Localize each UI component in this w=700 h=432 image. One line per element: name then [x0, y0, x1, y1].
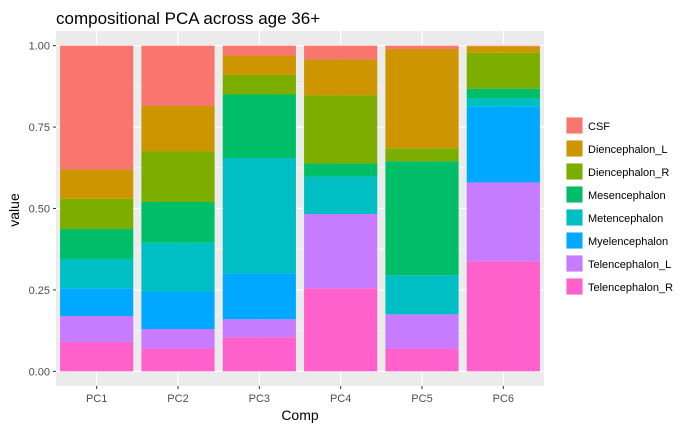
bar-segment-pc4-telencephalon-r — [304, 288, 378, 372]
x-tick-label: PC2 — [167, 393, 188, 405]
y-tick-label: 0.00 — [29, 366, 50, 378]
bar-segment-pc2-csf — [141, 45, 215, 106]
legend-label: Telencephalon_R — [588, 282, 673, 294]
legend-label: Diencephalon_L — [588, 144, 668, 156]
bar-segment-pc1-myelencephalon — [60, 288, 134, 316]
bar-segment-pc2-diencephalon-l — [141, 105, 215, 152]
bar-segment-pc4-csf — [304, 45, 378, 60]
bar-segment-pc1-csf — [60, 45, 134, 170]
legend-swatch-metencephalon — [566, 209, 583, 226]
bar-segment-pc5-telencephalon-l — [385, 314, 459, 349]
legend-swatch-myelencephalon — [566, 232, 583, 249]
legend-swatch-mesencephalon — [566, 186, 583, 203]
bar-segment-pc5-metencephalon — [385, 275, 459, 315]
bar-segment-pc3-telencephalon-l — [222, 319, 296, 338]
bar-segment-pc1-telencephalon-r — [60, 342, 134, 372]
x-axis: PC1 PC2 PC3 PC4 PC5 PC6 — [86, 386, 514, 405]
y-tick-label: 0.50 — [29, 204, 50, 216]
bar-segment-pc3-telencephalon-r — [222, 337, 296, 372]
legend-swatch-diencephalon-r — [566, 163, 583, 180]
bar-segment-pc5-csf — [385, 45, 459, 49]
bar-segment-pc3-myelencephalon — [222, 273, 296, 320]
bar-segment-pc4-diencephalon-r — [304, 95, 378, 164]
bar-segment-pc6-telencephalon-l — [466, 182, 540, 262]
bar-segment-pc6-mesencephalon — [466, 88, 540, 99]
bar-segment-pc5-telencephalon-r — [385, 348, 459, 372]
bar-segment-pc5-diencephalon-l — [385, 48, 459, 149]
bar-segment-pc6-metencephalon — [466, 98, 540, 107]
y-tick-label: 0.75 — [29, 122, 50, 134]
y-tick-label: 0.25 — [29, 285, 50, 297]
bar-segment-pc3-diencephalon-r — [222, 74, 296, 95]
bar-segment-pc2-metencephalon — [141, 242, 215, 292]
bar-segment-pc3-csf — [222, 45, 296, 56]
bar-segment-pc4-mesencephalon — [304, 163, 378, 177]
bar-segment-pc4-diencephalon-l — [304, 59, 378, 96]
bar-segment-pc6-csf — [466, 45, 540, 47]
x-tick-label: PC4 — [330, 393, 351, 405]
bar-segment-pc2-diencephalon-r — [141, 151, 215, 202]
bar-segment-pc1-diencephalon-l — [60, 169, 134, 199]
bar-segment-pc6-telencephalon-r — [466, 261, 540, 372]
legend-swatch-telencephalon-l — [566, 255, 583, 272]
bar-segment-pc1-mesencephalon — [60, 229, 134, 259]
bar-segment-pc6-diencephalon-l — [466, 46, 540, 53]
bar-segment-pc6-diencephalon-r — [466, 52, 540, 89]
y-tick-label: 1.00 — [29, 41, 50, 53]
bar-segment-pc2-telencephalon-r — [141, 348, 215, 372]
legend-swatch-telencephalon-r — [566, 278, 583, 295]
bar-segment-pc4-telencephalon-l — [304, 214, 378, 289]
bar-segment-pc6-myelencephalon — [466, 106, 540, 183]
legend-label: Myelencephalon — [588, 236, 668, 248]
legend: CSF Diencephalon_L Diencephalon_R Mesenceph… — [566, 117, 673, 295]
legend-swatch-csf — [566, 117, 583, 134]
x-tick-label: PC5 — [411, 393, 432, 405]
bars-group — [60, 45, 540, 372]
x-tick-label: PC3 — [249, 393, 270, 405]
chart-title: compositional PCA across age 36+ — [56, 9, 320, 28]
bar-segment-pc1-telencephalon-l — [60, 315, 134, 343]
legend-swatch-diencephalon-l — [566, 140, 583, 157]
legend-label: Metencephalon — [588, 213, 663, 225]
x-tick-label: PC1 — [86, 393, 107, 405]
legend-label: Diencephalon_R — [588, 167, 669, 179]
bar-segment-pc3-metencephalon — [222, 158, 296, 274]
bar-segment-pc3-diencephalon-l — [222, 55, 296, 75]
bar-segment-pc1-metencephalon — [60, 258, 134, 289]
x-axis-title: Comp — [281, 407, 319, 423]
bar-segment-pc2-telencephalon-l — [141, 329, 215, 349]
bar-segment-pc1-diencephalon-r — [60, 198, 134, 230]
y-axis-title: value — [6, 193, 22, 227]
x-tick-label: PC6 — [493, 393, 514, 405]
legend-label: Telencephalon_L — [588, 259, 671, 271]
y-axis: 0.00 0.25 0.50 0.75 1.00 — [29, 41, 56, 378]
bar-segment-pc5-diencephalon-r — [385, 148, 459, 162]
bar-segment-pc2-myelencephalon — [141, 291, 215, 330]
bar-segment-pc5-mesencephalon — [385, 161, 459, 276]
legend-label: CSF — [588, 121, 610, 133]
bar-segment-pc3-mesencephalon — [222, 94, 296, 159]
legend-label: Mesencephalon — [588, 190, 666, 202]
bar-segment-pc2-mesencephalon — [141, 201, 215, 243]
bar-segment-pc4-metencephalon — [304, 176, 378, 215]
